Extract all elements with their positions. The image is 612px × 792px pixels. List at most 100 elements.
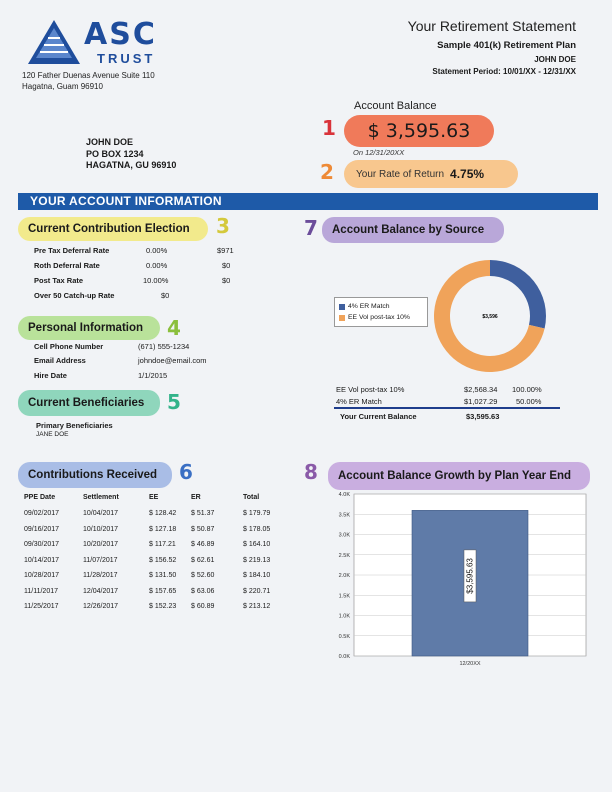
contributions-cell: $ 62.61: [191, 556, 215, 564]
contributions-header: EE: [149, 494, 159, 501]
mailing-address-line: PO BOX 1234: [86, 148, 144, 159]
election-rate: 0.00%: [146, 246, 168, 255]
asc-logo-icon: [28, 20, 80, 64]
account-balance-value: $ 3,595.63: [344, 115, 494, 147]
contributions-cell: $ 117.21: [149, 541, 176, 548]
contributions-cell: 10/04/2017: [83, 510, 119, 517]
logo-text: ASC: [84, 17, 157, 52]
callout-number: 8: [304, 460, 318, 484]
contributions-header: Total: [243, 494, 260, 501]
beneficiary-name: JANE DOE: [36, 431, 69, 438]
contributions-cell: 09/16/2017: [24, 525, 60, 533]
bar-data-label-box: [463, 549, 477, 603]
source-amount: $1,027.29: [464, 397, 498, 406]
primary-beneficiaries-label: Primary Beneficiaries: [36, 421, 113, 430]
contributions-header: PPE Date: [24, 494, 56, 501]
rate-of-return: Your Rate of Return 4.75%: [344, 160, 518, 188]
election-label: Pre Tax Deferral Rate: [34, 246, 110, 255]
y-tick-label: 2.0K: [339, 573, 351, 579]
election-rate: 0.00%: [146, 261, 168, 270]
rate-of-return-value: 4.75%: [450, 167, 485, 181]
participant-name: JOHN DOE: [534, 55, 576, 64]
contributions-cell: $ 127.18: [149, 525, 177, 533]
contributions-cell: 12/04/2017: [83, 587, 119, 595]
y-tick-label: 2.5K: [339, 553, 351, 559]
contributions-cell: $ 52.60: [191, 572, 215, 579]
contributions-cell: $ 164.10: [243, 541, 271, 548]
mailing-address-line: JOHN DOE: [86, 137, 134, 147]
contributions-cell: $ 50.87: [191, 525, 215, 533]
personal-label: Cell Phone Number: [34, 342, 104, 351]
source-label: 4% ER Match: [336, 397, 382, 406]
contributions-cell: $ 131.50: [149, 572, 177, 579]
y-tick-label: 0.5K: [339, 634, 351, 640]
company-address-line: 120 Father Duenas Avenue Suite 110: [22, 71, 155, 80]
contributions-table: PPE Date Settlement EE ER Total 09/02/2017 10/…: [0, 0, 300, 620]
contributions-cell: 11/07/2017: [83, 556, 118, 564]
legend-swatch: [339, 314, 345, 321]
current-balance-label: Your Current Balance: [340, 412, 417, 421]
contributions-cell: 09/30/2017: [24, 541, 60, 548]
y-tick-label: 4.0K: [339, 492, 351, 498]
contributions-cell: $ 178.05: [243, 525, 271, 533]
contributions-received-title: Contributions Received: [18, 462, 172, 488]
legend-swatch: [339, 303, 345, 310]
contributions-header: Settlement: [83, 494, 119, 501]
donut-legend: 4% ER Match EE Vol post-tax 10%: [334, 297, 428, 327]
contributions-cell: $ 152.23: [149, 603, 177, 610]
plan-name: Sample 401(k) Retirement Plan: [437, 40, 576, 51]
source-pct: 50.00%: [516, 397, 542, 406]
contribution-election-title: Current Contribution Election: [18, 217, 208, 241]
personal-info-title: Personal Information: [18, 316, 160, 340]
logo-subtext: TRUST: [97, 51, 156, 66]
source-table: EE Vol post-tax 10% $2,568.34 100.00% 4%…: [336, 385, 542, 421]
callout-number: 3: [216, 214, 230, 238]
contributions-cell: 11/11/2017: [24, 587, 58, 595]
election-rate: 10.00%: [143, 276, 169, 285]
balance-by-source-title: Account Balance by Source: [322, 217, 504, 243]
callout-number: 6: [179, 460, 193, 484]
contributions-cell: 10/20/2017: [83, 541, 119, 548]
y-tick-label: 1.0K: [339, 614, 351, 620]
rate-of-return-label: Your Rate of Return: [356, 168, 445, 180]
contributions-cell: 10/28/2017: [24, 572, 60, 579]
statement-title: Your Retirement Statement: [407, 18, 576, 34]
donut-slice: [490, 260, 546, 329]
contributions-cell: $ 219.13: [243, 556, 271, 564]
source-table-divider: [334, 407, 560, 409]
callout-number: 7: [304, 216, 318, 240]
y-tick-label: 3.0K: [339, 533, 351, 539]
source-pct: 100.00%: [512, 385, 542, 394]
contributions-cell: 09/02/2017: [24, 510, 60, 517]
source-label: EE Vol post-tax 10%: [336, 385, 405, 394]
contributions-cell: 12/26/2017: [83, 603, 119, 610]
callout-number: 4: [167, 316, 181, 340]
contributions-cell: 10/14/2017: [24, 556, 60, 564]
contributions-cell: $ 60.89: [191, 603, 215, 610]
election-label: Post Tax Rate: [34, 276, 84, 285]
balance-donut-chart: $3,596: [434, 260, 546, 372]
growth-chart-title: Account Balance Growth by Plan Year End: [328, 462, 590, 490]
personal-value: johndoe@email.com: [138, 356, 207, 365]
election-label: Over 50 Catch-up Rate: [34, 291, 115, 300]
contributions-cell: $ 184.10: [243, 572, 271, 579]
contributions-cell: $ 46.89: [191, 541, 215, 548]
mailing-address-line: HAGATNA, GU 96910: [86, 160, 177, 170]
y-tick-label: 0.0K: [339, 654, 351, 660]
bar-data-label: $3,595.63: [466, 558, 475, 594]
personal-label: Hire Date: [34, 371, 67, 380]
legend-label: 4% ER Match: [348, 303, 390, 310]
legend-item: 4% ER Match: [339, 301, 423, 312]
contributions-cell: $ 157.65: [149, 587, 177, 595]
source-amount: $2,568.34: [464, 385, 498, 394]
contributions-cell: $ 128.42: [149, 510, 177, 517]
contributions-header: ER: [191, 494, 201, 501]
personal-value: 1/1/2015: [138, 371, 168, 380]
contributions-cell: $ 220.71: [243, 587, 271, 595]
contributions-cell: $ 63.06: [191, 587, 215, 595]
balance-date: On 12/31/20XX: [353, 148, 405, 157]
y-tick-label: 1.5K: [339, 593, 351, 599]
beneficiaries-title: Current Beneficiaries: [18, 390, 160, 416]
contributions-cell: $ 179.79: [243, 510, 271, 517]
